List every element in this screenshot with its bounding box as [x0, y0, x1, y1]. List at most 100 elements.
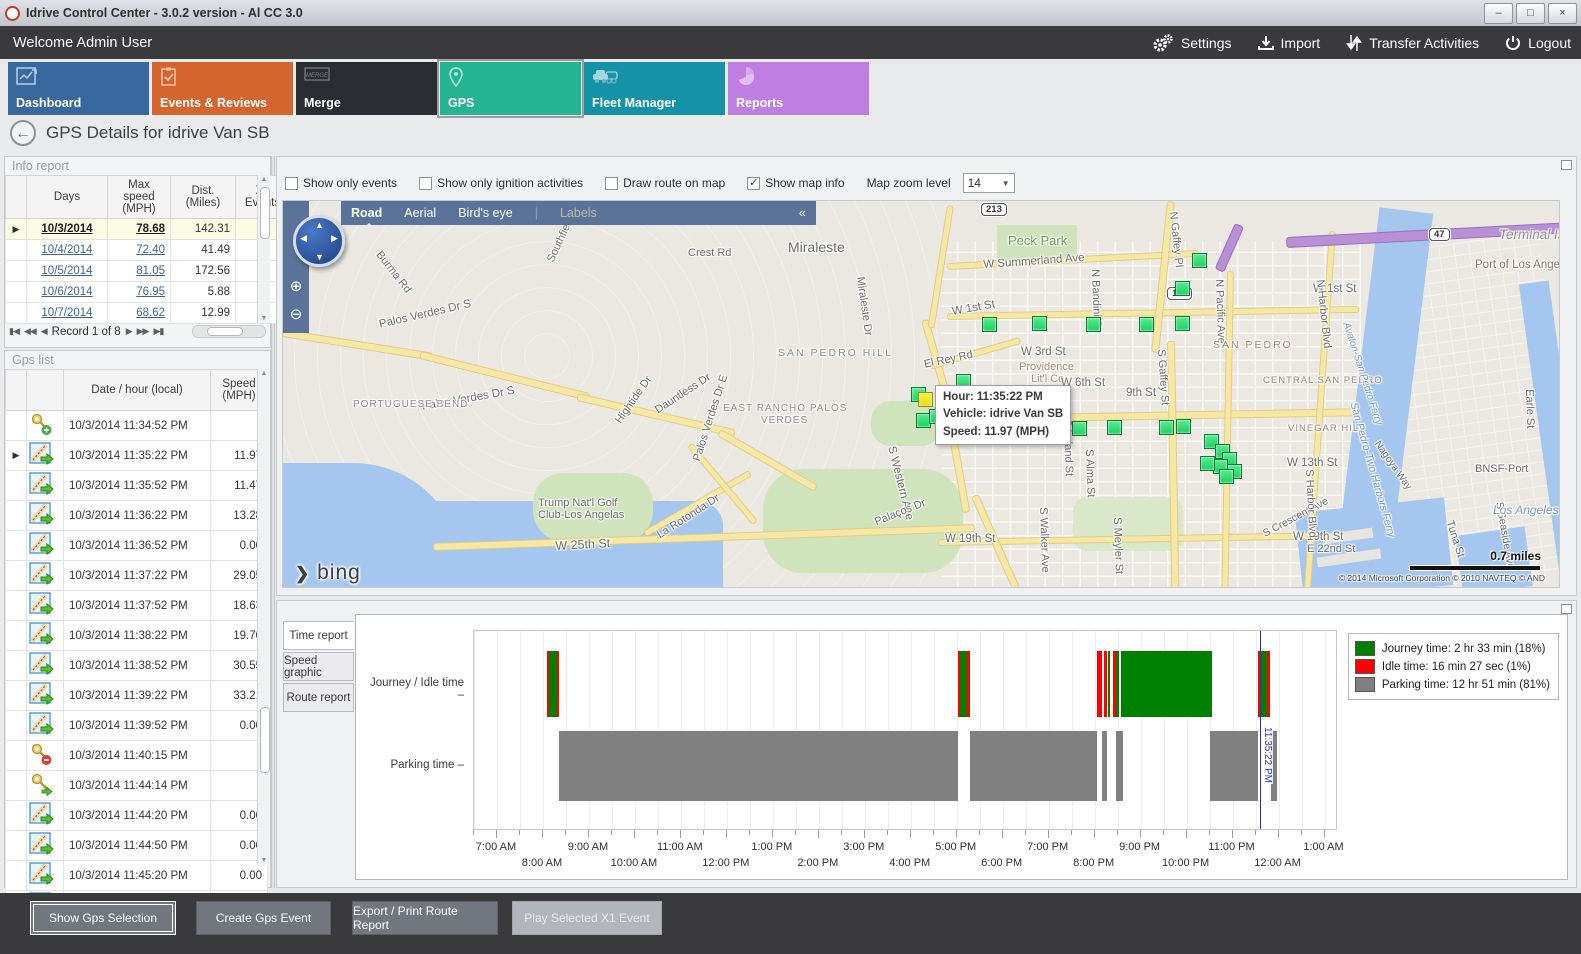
bing-map[interactable]: Miraleste Crest Rd Burma Rd Southfield Dr Mi…	[282, 200, 1560, 588]
column-header-days[interactable]: Days	[26, 175, 108, 219]
map-style-road[interactable]: Road	[351, 206, 383, 227]
column-header-max-speed-mph-[interactable]: Max speed (MPH)	[107, 175, 171, 219]
pager-prev-page-button[interactable]: ◀◀	[23, 326, 37, 336]
info-report-row[interactable]: 10/7/2014 68.62 12.99	[5, 302, 290, 324]
column-header-dist-miles-[interactable]: Dist. (Miles)	[170, 175, 236, 219]
gps-list-row[interactable]: 10/3/2014 11:40:15 PM	[5, 740, 268, 771]
nav-tile-fleet-manager[interactable]: Fleet Manager	[584, 62, 725, 115]
days-link[interactable]: 10/5/2014	[41, 265, 93, 277]
days-link[interactable]: 10/4/2014	[41, 244, 93, 256]
map-style-labels[interactable]: Labels	[559, 206, 597, 220]
chart-panel-maximize-icon[interactable]	[1561, 604, 1572, 614]
cell-max-speed[interactable]: 68.62	[107, 302, 171, 324]
selected-gps-marker[interactable]	[918, 392, 933, 407]
cell-max-speed[interactable]: 78.68	[107, 218, 171, 240]
gps-marker[interactable]	[1219, 469, 1234, 484]
pager-first-button[interactable]: ▮◀	[9, 326, 20, 336]
nav-tile-reports[interactable]: Reports	[728, 62, 869, 115]
close-button[interactable]: ×	[1548, 3, 1577, 24]
days-link[interactable]: 10/6/2014	[41, 286, 93, 298]
footer-button-show-gps-selection[interactable]: Show Gps Selection	[30, 901, 176, 935]
max-speed-link[interactable]: 81.05	[136, 265, 165, 277]
nav-tile-gps[interactable]: GPS	[437, 59, 584, 118]
max-speed-link[interactable]: 78.68	[136, 223, 165, 235]
gps-list-row[interactable]: 10/3/2014 11:38:22 PM 19.70	[5, 620, 268, 651]
cell-max-speed[interactable]: 76.95	[107, 281, 171, 303]
cell-days[interactable]: 10/5/2014	[26, 260, 108, 282]
column-header-date-hour-local[interactable]: Date / hour (local)	[63, 369, 211, 411]
gps-marker[interactable]	[1192, 253, 1207, 268]
map-zoom-in-button[interactable]: ⊕	[289, 278, 303, 295]
pager-next-page-button[interactable]: ▶▶	[136, 326, 150, 336]
info-report-row[interactable]: ▶ 10/3/2014 78.68 142.31	[5, 218, 290, 240]
map-zoom-out-button[interactable]: ⊖	[289, 306, 303, 323]
map-style-bird-s-eye[interactable]: Bird's eye	[458, 206, 513, 220]
gps-list-row[interactable]: 10/3/2014 11:36:52 PM 0.00	[5, 530, 268, 561]
footer-button-create-gps-event[interactable]: Create Gps Event	[196, 901, 331, 935]
cell-max-speed[interactable]: 72.40	[107, 239, 171, 261]
gps-list-row[interactable]: 10/3/2014 11:37:22 PM 29.05	[5, 560, 268, 591]
pager-last-button[interactable]: ▶▮	[153, 326, 164, 336]
gps-list-row[interactable]: 10/3/2014 11:39:52 PM 0.00	[5, 710, 268, 741]
header-action-import[interactable]: Import	[1257, 35, 1320, 51]
unchecked-checkbox-icon[interactable]	[605, 176, 619, 190]
max-speed-link[interactable]: 72.40	[136, 244, 165, 256]
checked-checkbox-icon[interactable]: ✓	[747, 176, 761, 190]
gps-list-row[interactable]: 10/3/2014 11:35:52 PM 11.47	[5, 470, 268, 501]
pager-prev-button[interactable]: ◀	[40, 326, 48, 336]
gps-marker[interactable]	[1159, 420, 1174, 435]
gps-list-row[interactable]: 10/3/2014 11:44:14 PM	[5, 770, 268, 801]
gps-marker[interactable]	[982, 317, 997, 332]
footer-button-export-print-route-report[interactable]: Export / Print Route Report	[352, 901, 498, 935]
checkbox-draw-route-on-map[interactable]: Draw route on map	[605, 176, 725, 190]
gps-marker[interactable]	[1176, 419, 1191, 434]
map-panel-maximize-icon[interactable]	[1561, 160, 1572, 170]
gps-marker[interactable]	[1032, 316, 1047, 331]
gps-list-row[interactable]: 10/3/2014 11:44:50 PM 0.00	[5, 830, 268, 861]
gps-marker[interactable]	[1175, 281, 1190, 296]
info-report-row[interactable]: 10/5/2014 81.05 172.56	[5, 260, 290, 282]
cell-days[interactable]: 10/6/2014	[26, 281, 108, 303]
info-report-row[interactable]: 10/4/2014 72.40 41.49	[5, 239, 290, 261]
gps-marker[interactable]	[1139, 317, 1154, 332]
pager-hscrollbar[interactable]	[192, 325, 266, 338]
gps-list-row[interactable]: 10/3/2014 11:45:20 PM 0.00	[5, 860, 268, 891]
header-action-transfer-activities[interactable]: Transfer Activities	[1346, 34, 1479, 52]
days-link[interactable]: 10/3/2014	[41, 223, 93, 235]
header-action-settings[interactable]: Settings	[1152, 33, 1232, 52]
map-zoom-level-select[interactable]: 14 ▼	[962, 173, 1015, 193]
toolbar-collapse-button[interactable]: «	[798, 206, 806, 220]
checkbox-show-only-ignition-activities[interactable]: Show only ignition activities	[419, 176, 583, 190]
gps-marker[interactable]	[1086, 317, 1101, 332]
gps-list-row[interactable]: 10/3/2014 11:38:52 PM 30.55	[5, 650, 268, 681]
info-report-scrollbar[interactable]: ▲ ▼	[257, 175, 270, 323]
header-action-logout[interactable]: Logout	[1505, 35, 1571, 51]
gps-list-row[interactable]: 10/3/2014 11:39:22 PM 33.21	[5, 680, 268, 711]
max-speed-link[interactable]: 68.62	[136, 307, 165, 319]
info-report-row[interactable]: 10/6/2014 76.95 5.88	[5, 281, 290, 303]
vertical-splitter[interactable]	[271, 156, 275, 888]
pager-next-button[interactable]: ▶	[125, 326, 133, 336]
tab-time-report[interactable]: Time report	[283, 621, 354, 650]
gps-marker[interactable]	[1175, 316, 1190, 331]
gps-marker[interactable]	[1200, 456, 1215, 471]
maximize-button[interactable]: □	[1516, 3, 1545, 24]
gps-marker[interactable]	[1107, 420, 1122, 435]
tab-route-report[interactable]: Route report	[283, 683, 354, 712]
checkbox-show-only-events[interactable]: Show only events	[285, 176, 397, 190]
nav-tile-merge[interactable]: MERGE Merge	[296, 62, 437, 115]
map-compass-control[interactable]: ▲ ▼ ◀ ▶	[293, 215, 345, 267]
gps-list-row[interactable]: 10/3/2014 11:44:20 PM 0.00	[5, 800, 268, 831]
nav-tile-events-reviews[interactable]: Events & Reviews	[152, 62, 293, 115]
gps-list-scrollbar[interactable]: ▲ ▼	[257, 369, 270, 865]
days-link[interactable]: 10/7/2014	[41, 307, 93, 319]
back-button[interactable]: ←	[10, 120, 36, 146]
gps-marker[interactable]	[1072, 421, 1087, 436]
gps-list-row[interactable]: ▶ 10/3/2014 11:35:22 PM 11.97	[5, 440, 268, 471]
unchecked-checkbox-icon[interactable]	[285, 176, 298, 190]
cell-days[interactable]: 10/4/2014	[26, 239, 108, 261]
checkbox-show-map-info[interactable]: ✓ Show map info	[747, 176, 845, 190]
cell-max-speed[interactable]: 81.05	[107, 260, 171, 282]
tab-speed-graphic[interactable]: Speed graphic	[283, 652, 354, 681]
gps-list-row[interactable]: 10/3/2014 11:34:52 PM	[5, 410, 268, 441]
